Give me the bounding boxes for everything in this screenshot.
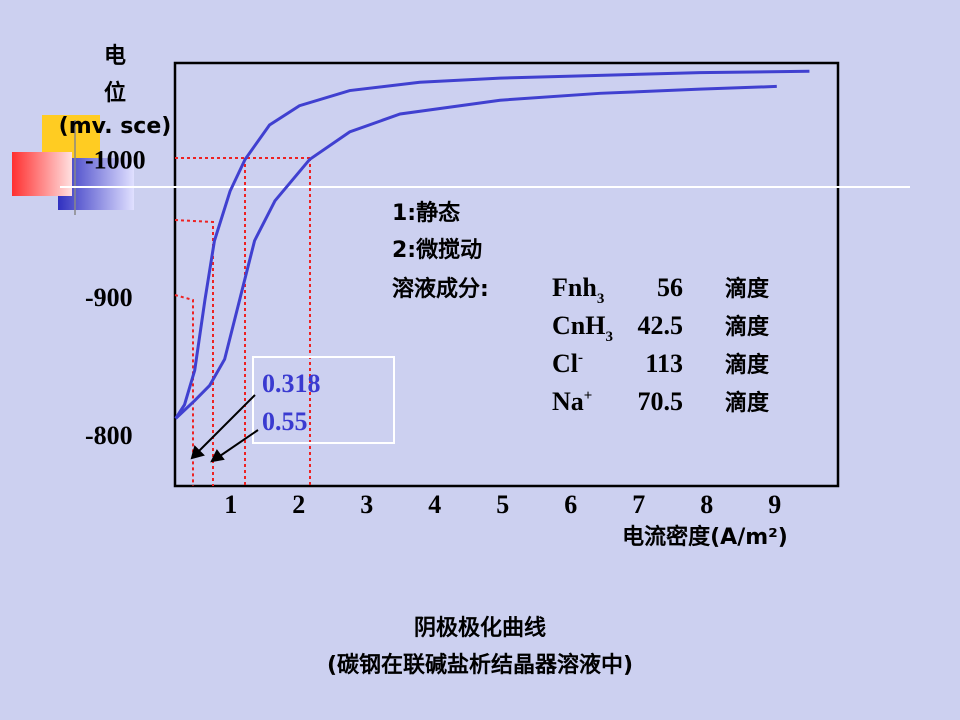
x-tick-label: 6 — [564, 490, 577, 519]
x-tick-label: 4 — [428, 490, 441, 519]
composition-unit: 滴度 — [725, 352, 770, 378]
y-axis-label: 位 — [104, 80, 126, 106]
composition-value: 56 — [657, 273, 683, 302]
curve — [174, 84, 777, 420]
x-tick-label: 9 — [768, 490, 781, 519]
curve — [174, 69, 810, 420]
y-tick-label: -900 — [85, 283, 133, 312]
legend-entry: 2:微搅动 — [392, 237, 482, 263]
composition-label: 溶液成分: — [392, 276, 489, 302]
composition-name: CnH3 — [552, 311, 613, 345]
composition-value: 42.5 — [638, 311, 684, 340]
composition-name: Cl- — [552, 349, 583, 378]
composition-name: Na+ — [552, 387, 592, 416]
x-tick-label: 7 — [632, 490, 645, 519]
x-tick-label: 3 — [360, 490, 373, 519]
chart-subtitle: (碳钢在联碱盐析结晶器溶液中) — [327, 652, 633, 678]
y-axis-label: 电 — [104, 44, 126, 69]
x-tick-label: 5 — [496, 490, 509, 519]
annotation: 0.318 — [262, 369, 321, 398]
legend-entry: 1:静态 — [392, 200, 460, 226]
deco-square — [12, 152, 72, 196]
composition-unit: 滴度 — [725, 390, 770, 416]
annotation-box — [252, 356, 395, 444]
composition-value: 70.5 — [638, 387, 684, 416]
annotation: 0.55 — [262, 407, 308, 436]
y-tick-label: -1000 — [85, 145, 146, 174]
chart-title: 阴极极化曲线 — [414, 615, 546, 641]
composition-unit: 滴度 — [725, 314, 770, 340]
x-tick-label: 8 — [700, 490, 713, 519]
y-axis-label: (mv. sce) — [59, 114, 172, 139]
x-axis-label: 电流密度(A/m²) — [622, 524, 788, 550]
x-tick-label: 2 — [292, 490, 305, 519]
annotation-arrows — [190, 394, 259, 463]
guide-lines — [174, 157, 311, 486]
y-tick-label: -800 — [85, 421, 133, 450]
composition-name: Fnh3 — [552, 273, 604, 307]
composition-value: 113 — [645, 349, 683, 378]
x-tick-label: 1 — [224, 490, 237, 519]
composition-unit: 滴度 — [725, 276, 770, 302]
plot-frame — [173, 61, 840, 488]
